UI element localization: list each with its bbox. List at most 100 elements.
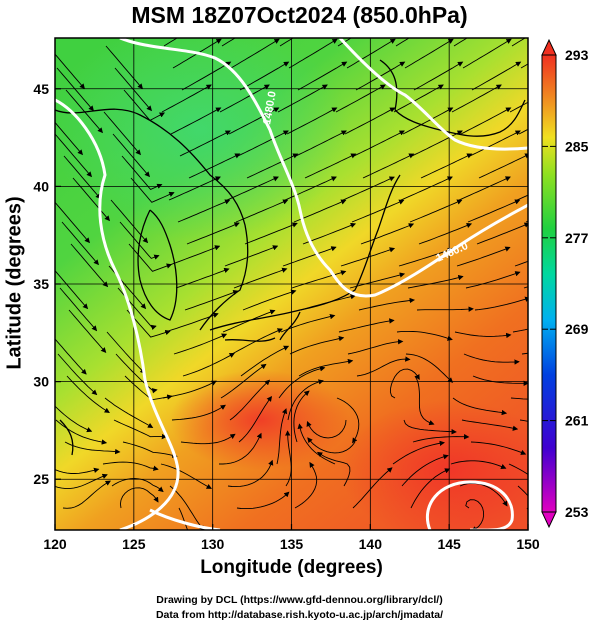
streamline — [170, 107, 222, 135]
colorbar-tick-label: 285 — [565, 138, 589, 154]
streamline — [531, 369, 587, 376]
streamline — [178, 507, 189, 530]
streamline — [344, 107, 396, 135]
streamline — [66, 375, 110, 413]
streamline — [220, 363, 267, 399]
streamline — [316, 451, 351, 487]
colorbar: 293 285 277 269 261 253 — [541, 38, 589, 529]
streamline — [186, 222, 240, 245]
streamline — [467, 199, 521, 223]
streamline — [294, 461, 318, 509]
streamline — [229, 379, 271, 421]
streamline — [119, 487, 159, 509]
streamline — [304, 153, 357, 179]
streamline — [55, 405, 93, 433]
streamline — [224, 245, 279, 267]
streamline — [411, 130, 463, 157]
x-axis-label: Longitude (degrees) — [200, 557, 383, 578]
streamline — [459, 482, 508, 507]
y-tick-label: 30 — [33, 374, 49, 390]
streamline — [349, 272, 406, 289]
streamline — [295, 130, 347, 157]
streamline — [465, 271, 521, 289]
streamline — [219, 432, 262, 465]
streamline — [62, 480, 111, 509]
wind-streamlines — [55, 38, 587, 530]
streamline — [55, 419, 108, 445]
footer-credit-drawing: Drawing by DCL (https://www.gfd-dennou.o… — [156, 594, 443, 606]
streamline — [287, 379, 324, 421]
x-tick-label: 120 — [43, 536, 67, 552]
streamline — [389, 368, 420, 399]
streamline — [231, 328, 283, 355]
streamline — [64, 441, 121, 455]
streamline — [405, 353, 454, 383]
x-tick-label: 150 — [516, 536, 540, 552]
streamline — [460, 107, 512, 135]
streamline — [284, 176, 337, 201]
x-axis-ticks: 120 125 130 135 140 145 150 — [43, 524, 540, 552]
streamline — [55, 201, 90, 244]
streamline — [57, 353, 98, 396]
streamline — [418, 222, 473, 245]
streamline — [113, 419, 168, 440]
streamline — [235, 199, 289, 223]
streamline — [188, 153, 241, 179]
streamline — [416, 306, 474, 312]
colorbar-tick-label: 293 — [565, 47, 589, 63]
streamline — [161, 84, 212, 113]
streamline — [356, 356, 411, 377]
streamline — [340, 247, 396, 267]
streamline — [55, 467, 100, 474]
streamline — [512, 328, 528, 333]
streamline — [244, 222, 298, 245]
streamline — [72, 177, 110, 222]
streamline — [236, 491, 290, 510]
streamline — [402, 107, 454, 135]
x-tick-label: 145 — [437, 536, 461, 552]
streamline — [336, 397, 360, 444]
streamline — [461, 419, 519, 431]
streamline — [163, 38, 178, 47]
streamline — [517, 485, 528, 497]
y-tick-label: 25 — [33, 471, 49, 487]
streamline — [278, 366, 326, 399]
streamline — [55, 121, 83, 156]
streamline — [289, 335, 345, 355]
streamline — [509, 101, 528, 113]
streamline — [458, 176, 511, 201]
streamline — [123, 89, 165, 121]
streamline — [181, 61, 232, 91]
streamline — [104, 397, 154, 428]
streamline — [160, 463, 212, 489]
streamline — [166, 245, 221, 267]
streamline — [242, 289, 297, 311]
streamline — [56, 67, 94, 112]
streamline — [173, 333, 228, 355]
streamline — [168, 176, 221, 201]
streamline — [351, 199, 405, 223]
streamline — [70, 243, 109, 288]
streamline — [246, 153, 299, 179]
streamline — [279, 38, 294, 47]
contour-label-north: 1480.0 — [261, 90, 279, 125]
y-axis-ticks: 25 30 35 40 45 — [33, 81, 61, 487]
streamline — [403, 419, 457, 435]
streamline — [103, 111, 141, 156]
streamline — [240, 345, 290, 377]
streamline — [511, 38, 526, 47]
streamline — [105, 45, 143, 90]
streamline — [119, 221, 160, 260]
streamline — [307, 437, 356, 454]
x-tick-label: 125 — [122, 536, 146, 552]
y-tick-label: 45 — [33, 81, 49, 97]
streamline — [407, 275, 464, 289]
streamline — [401, 454, 449, 487]
streamline — [59, 287, 98, 332]
streamline — [55, 53, 85, 90]
streamline — [121, 155, 163, 190]
streamline — [409, 199, 463, 223]
streamline — [276, 408, 288, 465]
streamline — [462, 38, 512, 69]
streamline — [335, 84, 386, 113]
